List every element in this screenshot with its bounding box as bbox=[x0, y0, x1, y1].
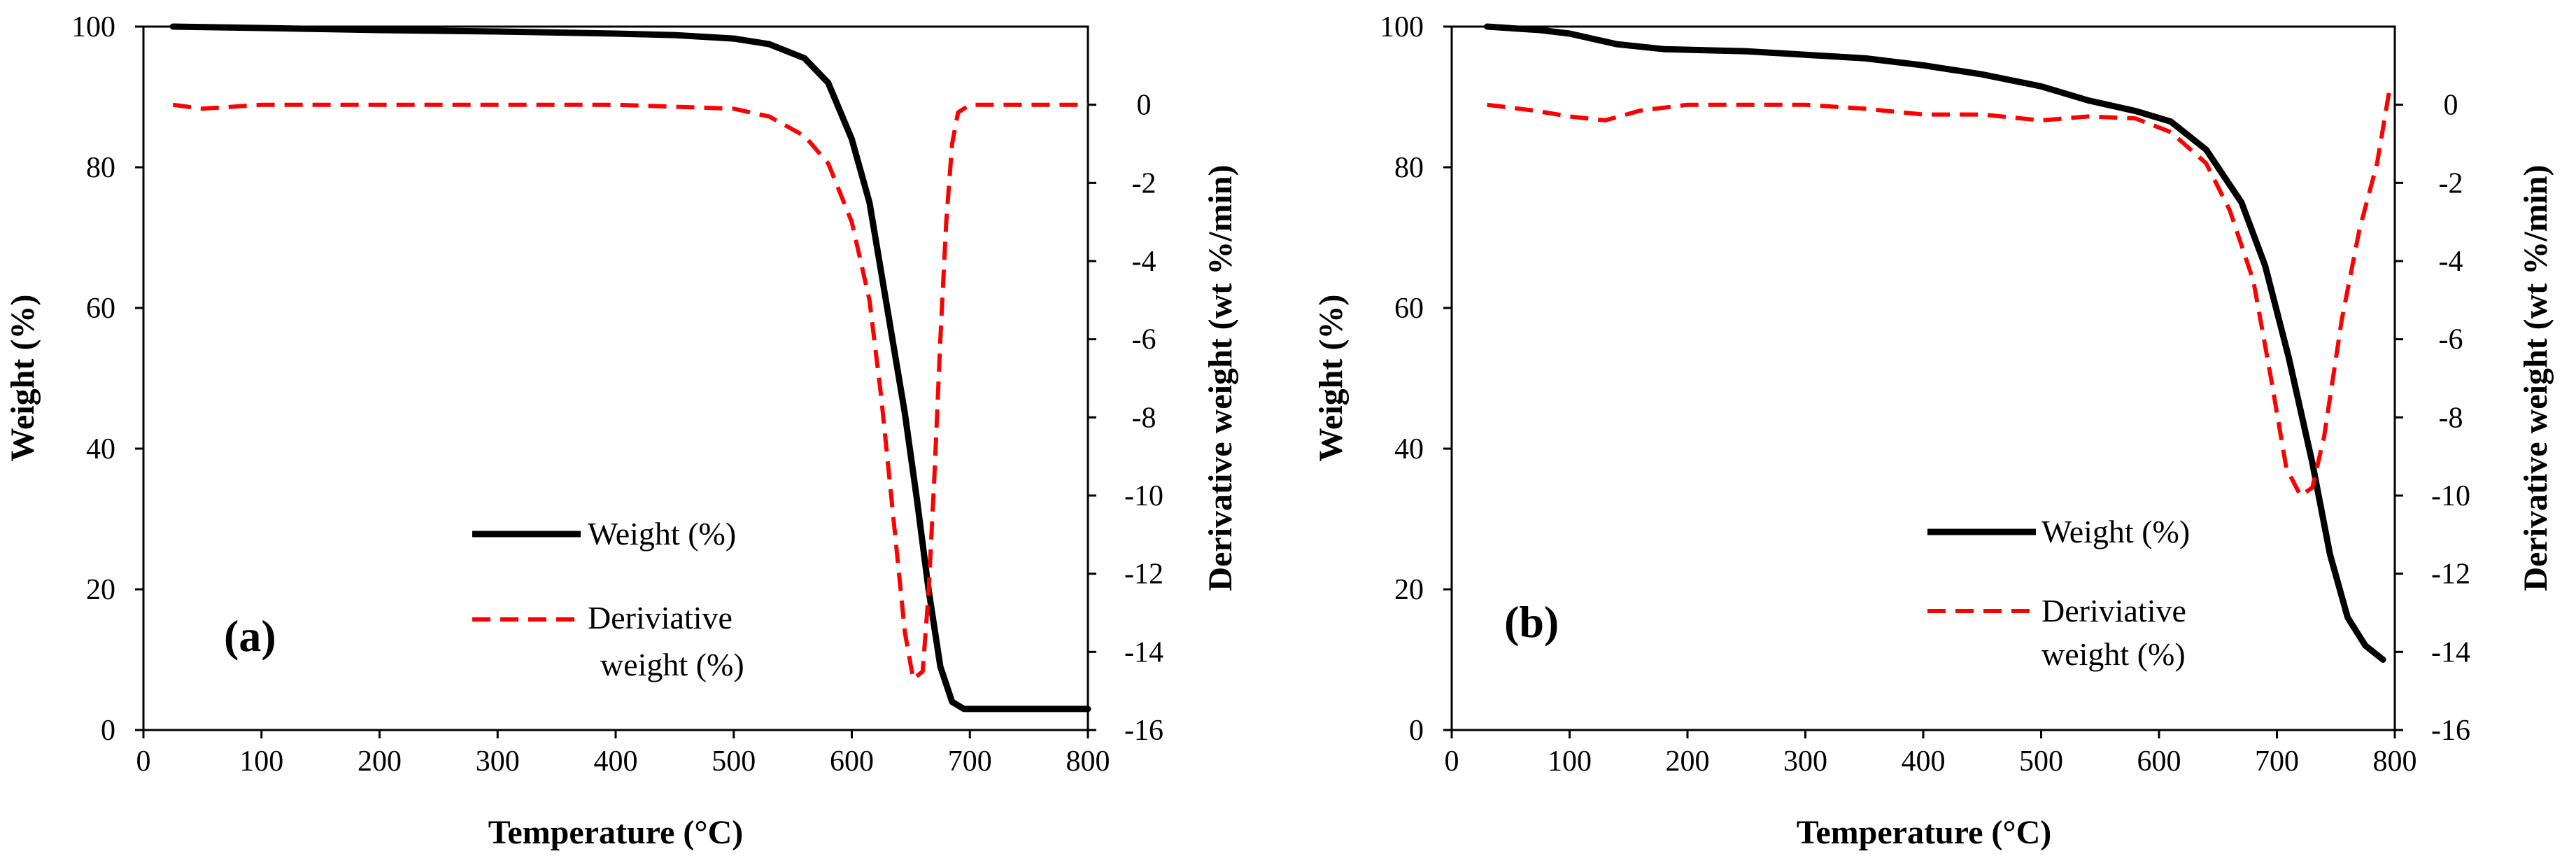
x-tick-label: 500 bbox=[2019, 745, 2063, 778]
panel-label: (a) bbox=[224, 611, 276, 661]
chart-panel-a: 0 100 200 300 400 500 600 700 800 0 20 40 60 80 100 -… bbox=[4, 11, 1239, 851]
legend-derivative-label-line2: weight (%) bbox=[2041, 636, 2186, 672]
legend-weight-label: Weight (%) bbox=[2041, 514, 2190, 549]
derivative-weight-line bbox=[172, 102, 1088, 682]
y2-tick-label: -16 bbox=[1124, 715, 1163, 747]
y-tick-label: 40 bbox=[86, 433, 115, 465]
y2-tick-label: -4 bbox=[2439, 246, 2463, 278]
y2-tick-label: -2 bbox=[2439, 167, 2463, 199]
y-axis-title: Weight (%) bbox=[4, 295, 41, 462]
y2-tick-label: 0 bbox=[2444, 90, 2458, 122]
y-tick-label: 100 bbox=[71, 11, 115, 43]
legend-weight-label: Weight (%) bbox=[588, 516, 736, 552]
x-axis-title: Temperature (°C) bbox=[1797, 814, 2051, 851]
y2-tick-label: -12 bbox=[2431, 559, 2470, 591]
x-ticks: 0 100 200 300 400 500 600 700 800 bbox=[1445, 730, 2417, 778]
x-tick-label: 300 bbox=[1783, 745, 1827, 778]
weight-line bbox=[169, 23, 1091, 713]
y-axis-title: Weight (%) bbox=[1312, 295, 1350, 462]
y-tick-label: 20 bbox=[1394, 574, 1424, 606]
y-tick-label: 80 bbox=[1394, 152, 1424, 184]
x-tick-label: 100 bbox=[239, 745, 283, 778]
y-tick-label: 60 bbox=[1394, 293, 1424, 325]
series-group bbox=[1484, 23, 2391, 663]
y2-tick-label: -14 bbox=[1124, 636, 1163, 668]
x-tick-label: 0 bbox=[1445, 745, 1459, 778]
x-tick-label: 600 bbox=[830, 745, 874, 778]
y2-tick-label: -6 bbox=[2439, 324, 2463, 356]
x-tick-label: 700 bbox=[2255, 745, 2299, 778]
y2-tick-label: -10 bbox=[2431, 480, 2470, 512]
x-tick-label: 800 bbox=[2373, 745, 2417, 778]
y2-tick-label: 0 bbox=[1137, 90, 1152, 122]
legend-derivative-label-line1: Deriviative bbox=[2041, 593, 2186, 629]
y-ticks: 0 20 40 60 80 100 bbox=[1380, 11, 1452, 747]
weight-line bbox=[1484, 23, 2386, 663]
y-tick-label: 100 bbox=[1380, 11, 1424, 43]
chart-panel-b: 0 100 200 300 400 500 600 700 800 0 20 40 60 80 100 -… bbox=[1312, 11, 2554, 851]
y-ticks: 0 20 40 60 80 100 bbox=[71, 11, 143, 747]
x-tick-label: 200 bbox=[1666, 745, 1710, 778]
y2-ticks: -16 -14 -12 -10 -8 -6 -4 -2 0 bbox=[2395, 90, 2470, 747]
x-axis-title: Temperature (°C) bbox=[488, 814, 743, 851]
x-tick-label: 500 bbox=[712, 745, 756, 778]
legend: Weight (%) Deriviative weight (%) bbox=[472, 516, 744, 682]
x-tick-label: 700 bbox=[948, 745, 992, 778]
y-tick-label: 60 bbox=[86, 293, 115, 325]
y2-tick-label: -10 bbox=[1124, 480, 1163, 512]
y2-axis-title: Derivative weight (wt %/min) bbox=[2517, 164, 2554, 591]
y2-tick-label: -4 bbox=[1132, 246, 1156, 278]
x-tick-label: 400 bbox=[1902, 745, 1946, 778]
legend-derivative-label-line1: Deriviative bbox=[588, 600, 733, 636]
x-tick-label: 600 bbox=[2137, 745, 2181, 778]
x-tick-label: 800 bbox=[1066, 745, 1110, 778]
y2-tick-label: -8 bbox=[1132, 402, 1156, 434]
y2-tick-label: -14 bbox=[2431, 636, 2470, 668]
x-tick-label: 200 bbox=[358, 745, 402, 778]
y-tick-label: 80 bbox=[86, 152, 115, 184]
x-tick-label: 400 bbox=[594, 745, 638, 778]
y-tick-label: 20 bbox=[86, 574, 115, 606]
x-tick-label: 100 bbox=[1548, 745, 1592, 778]
x-tick-label: 300 bbox=[476, 745, 520, 778]
y2-tick-label: -16 bbox=[2431, 715, 2470, 747]
series-group bbox=[169, 23, 1091, 713]
y2-ticks: -16 -14 -12 -10 -8 -6 -4 -2 0 bbox=[1088, 90, 1163, 747]
y2-tick-label: -2 bbox=[1132, 167, 1156, 199]
y2-tick-label: -8 bbox=[2439, 402, 2463, 434]
plot-frame bbox=[1450, 25, 2396, 731]
y-tick-label: 0 bbox=[101, 715, 115, 747]
derivative-weight-line bbox=[1487, 92, 2391, 498]
y2-tick-label: -6 bbox=[1132, 324, 1156, 356]
x-ticks: 0 100 200 300 400 500 600 700 800 bbox=[136, 730, 1110, 778]
y-tick-label: 40 bbox=[1394, 433, 1424, 465]
y-tick-label: 0 bbox=[1409, 715, 1424, 747]
x-tick-label: 0 bbox=[136, 745, 151, 778]
y2-tick-label: -12 bbox=[1124, 559, 1163, 591]
legend-derivative-label-line2: weight (%) bbox=[600, 647, 744, 682]
legend: Weight (%) Deriviative weight (%) bbox=[1927, 514, 2190, 672]
y2-axis-title: Derivative weight (wt %/min) bbox=[1202, 164, 1239, 591]
panel-label: (b) bbox=[1504, 597, 1559, 647]
